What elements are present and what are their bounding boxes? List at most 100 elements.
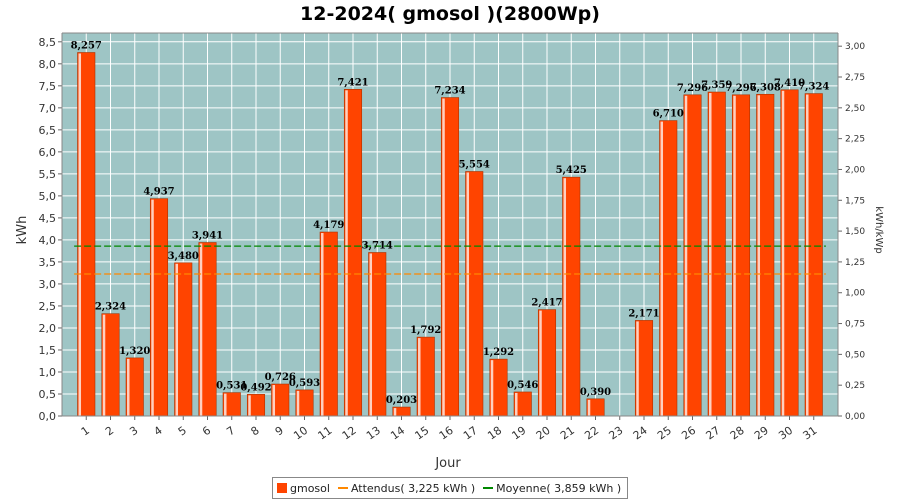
x-tick-label: 17: [461, 424, 480, 443]
x-axis-label: Jour: [434, 456, 461, 471]
chart-title: 12-2024( gmosol )(2800Wp): [300, 3, 600, 25]
data-label: 7,296: [725, 83, 756, 94]
data-label: 7,324: [798, 82, 829, 93]
x-tick-label: 12: [340, 424, 359, 443]
bar-highlight: [102, 314, 106, 416]
y-tick-label: 0,5: [39, 388, 57, 401]
legend-swatch-moyenne: [483, 487, 494, 489]
y-tick-label: 4,5: [39, 212, 57, 225]
y-tick-label: 3,0: [39, 278, 57, 291]
y-tick-label: 7,5: [39, 80, 57, 93]
bar-highlight: [660, 121, 664, 416]
y-tick-label: 5,0: [39, 190, 57, 203]
y-tick-label: 8,0: [39, 58, 57, 71]
data-label: 1,792: [410, 325, 441, 336]
bar-highlight: [418, 338, 421, 416]
data-label: 0,492: [240, 382, 271, 393]
x-tick-label: 25: [655, 424, 674, 443]
data-label: 3,480: [168, 251, 199, 262]
bar-highlight: [684, 95, 688, 416]
bar-highlight: [709, 93, 712, 417]
legend-label-gmosol: gmosol: [290, 481, 330, 495]
y-right-tick-label: 0,50: [845, 350, 865, 360]
y-tick-label: 7,0: [39, 102, 57, 115]
bar-highlight: [175, 263, 179, 416]
y-tick-label: 2,5: [39, 300, 57, 313]
x-tick-label: 20: [534, 424, 553, 443]
bar-highlight: [151, 199, 154, 416]
legend: gmosol Attendus( 3,225 kWh ) Moyenne( 3,…: [272, 477, 629, 499]
bar-highlight: [442, 98, 445, 416]
x-tick-label: 8: [249, 424, 262, 439]
x-tick-label: 27: [704, 424, 723, 443]
legend-item-moyenne: Moyenne( 3,859 kWh ): [483, 482, 621, 495]
y-tick-label: 8,5: [39, 36, 57, 49]
bar-highlight: [781, 90, 785, 416]
bar-highlight: [296, 390, 300, 416]
bar-highlight: [733, 95, 736, 416]
data-label: 5,554: [459, 159, 490, 170]
legend-label-moyenne: Moyenne( 3,859 kWh ): [496, 481, 622, 495]
legend-item-gmosol: gmosol: [277, 482, 330, 495]
data-label: 0,726: [265, 372, 296, 383]
x-tick-label: 26: [679, 424, 698, 443]
data-label: 0,203: [386, 395, 417, 406]
data-label: 2,171: [628, 308, 659, 319]
y-right-tick-label: 1,50: [845, 227, 865, 237]
y-axis-label: kWh: [15, 216, 30, 245]
data-label: 7,308: [750, 82, 781, 93]
x-tick-label: 4: [152, 424, 165, 439]
bar-highlight: [563, 178, 567, 416]
y-tick-label: 6,5: [39, 124, 57, 137]
bar-highlight: [248, 395, 251, 416]
bar-highlight: [272, 385, 276, 416]
data-label: 1,292: [483, 347, 514, 358]
y-right-tick-label: 0,25: [845, 381, 865, 391]
data-label: 7,359: [701, 80, 732, 91]
bar-highlight: [199, 243, 203, 416]
data-label: 7,234: [434, 86, 465, 97]
data-label: 2,324: [95, 302, 126, 313]
y-tick-label: 5,5: [39, 168, 57, 181]
x-tick-label: 22: [582, 424, 601, 443]
x-tick-label: 13: [364, 424, 383, 443]
x-tick-label: 28: [728, 424, 747, 443]
y-right-tick-label: 3,00: [845, 42, 865, 52]
bar-highlight: [757, 95, 761, 416]
y-axis-right-label: kWh/kWp: [873, 206, 884, 253]
bar-highlight: [369, 253, 373, 416]
bar-highlight: [490, 360, 494, 416]
y-right-tick-label: 1,75: [845, 196, 865, 206]
data-label: 7,421: [337, 77, 368, 88]
x-tick-label: 9: [273, 424, 286, 439]
x-tick-label: 29: [752, 424, 771, 443]
data-label: 8,257: [71, 41, 102, 52]
x-tick-label: 10: [291, 424, 310, 443]
x-tick-label: 15: [413, 424, 432, 443]
legend-swatch-gmosol: [277, 483, 287, 493]
y-right-tick-label: 2,50: [845, 104, 865, 114]
x-tick-label: 24: [631, 424, 650, 443]
data-label: 0,593: [289, 378, 320, 389]
bar-highlight: [587, 399, 591, 416]
legend-item-attendus: Attendus( 3,225 kWh ): [337, 482, 475, 495]
data-label: 3,941: [192, 231, 223, 242]
y-right-tick-label: 0,75: [845, 320, 865, 330]
x-tick-label: 14: [388, 424, 407, 443]
x-tick-label: 18: [485, 424, 504, 443]
x-tick-label: 11: [316, 424, 335, 443]
x-tick-label: 7: [224, 424, 237, 439]
y-tick-label: 0,0: [39, 410, 57, 423]
bar-highlight: [466, 172, 470, 416]
bar-highlight: [127, 358, 130, 416]
legend-swatch-attendus: [337, 487, 348, 489]
y-tick-label: 4,0: [39, 234, 57, 247]
data-label: 4,937: [143, 187, 174, 198]
bar-highlight: [224, 393, 227, 416]
y-right-tick-label: 2,75: [845, 73, 865, 83]
y-tick-label: 1,0: [39, 366, 57, 379]
bar-highlight: [806, 94, 809, 417]
bar-highlight: [345, 90, 348, 416]
x-tick-label: 30: [776, 424, 795, 443]
bar-highlight: [321, 233, 324, 416]
